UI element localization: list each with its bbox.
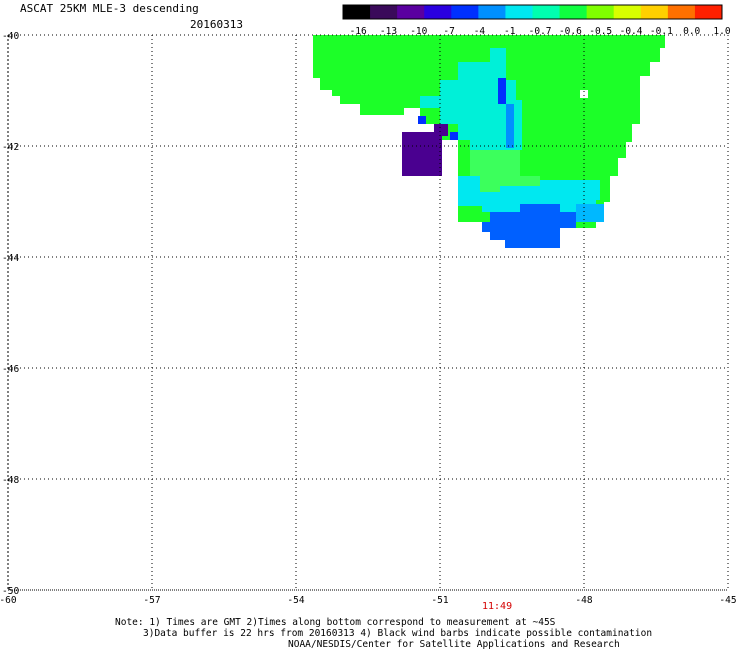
map-title: ASCAT 25KM MLE-3 descending [20,2,199,15]
data-swath [313,35,665,248]
colorbar-label: 1.0 [713,26,730,37]
map-grid [7,34,729,591]
colorbar-segment [667,5,696,19]
swath-blue-dot-2 [450,132,458,140]
colorbar-segment [478,5,506,19]
lat-label: -48 [2,475,19,486]
colorbar: -16 -13 -10 -7 -4 -1 -0.7 -0.6 -0.5 -0.4 -0.1 0.0 1.… [342,4,731,37]
colorbar-label: -0.7 [529,26,552,37]
swath-cyan-patch [576,204,604,222]
note-line-2: 3)Data buffer is 22 hrs from 20160313 4)… [143,628,653,639]
lat-label: -46 [2,364,19,375]
colorbar-label: -0.1 [650,26,673,37]
colorbar-segment [640,5,669,19]
swath-blue-south [482,204,576,248]
time-marker: 11:49 [482,601,513,612]
colorbar-label: 0.0 [683,26,700,37]
lat-label: -44 [2,253,19,264]
colorbar-segment [694,5,723,19]
colorbar-segment [343,5,371,19]
colorbar-segment [370,5,398,19]
lon-label: -45 [719,595,736,606]
colorbar-segment [532,5,561,19]
colorbar-frame [342,4,723,20]
swath-blue-streak-lower [506,104,514,148]
colorbar-label: -10 [410,26,427,37]
swath-purple-small [434,124,448,136]
note-line-1: Note: 1) Times are GMT 2)Times along bot… [115,617,556,628]
swath-blue-streak [498,78,506,104]
colorbar-segment [424,5,452,19]
colorbar-label: -0.6 [559,26,582,37]
colorbar-segment [586,5,615,19]
colorbar-label: -1 [504,26,516,37]
lat-label: -50 [2,586,19,597]
lon-label: -51 [431,595,448,606]
colorbar-segment [559,5,588,19]
colorbar-segment [613,5,642,19]
colorbar-label: -4 [474,26,486,37]
axis-labels: -40 -42 -44 -46 -48 -50-60 -57 -54 -51 -48 -45 [0,31,737,606]
colorbar-label: -13 [380,26,397,37]
lon-label: -60 [0,595,17,606]
lat-label: -42 [2,142,19,153]
note-line-3: NOAA/NESDIS/Center for Satellite Applica… [288,639,620,650]
colorbar-segment [451,5,479,19]
swath-cyan-lower [458,176,600,212]
colorbar-label: -0.5 [589,26,612,37]
colorbar-label: -7 [443,26,454,37]
lon-label: -57 [143,595,160,606]
swath-purple-block [402,132,442,176]
lat-label: -40 [2,31,19,42]
colorbar-segment [397,5,425,19]
colorbar-label: -16 [350,26,367,37]
lon-label: -54 [287,595,304,606]
map-date: 20160313 [190,18,243,31]
colorbar-label: -0.4 [620,26,643,37]
swath-cyan-region [420,48,522,150]
colorbar-segment [505,5,533,19]
swath-gap [580,90,588,98]
swath-blue-dot-1 [418,116,426,124]
lon-label: -48 [575,595,592,606]
